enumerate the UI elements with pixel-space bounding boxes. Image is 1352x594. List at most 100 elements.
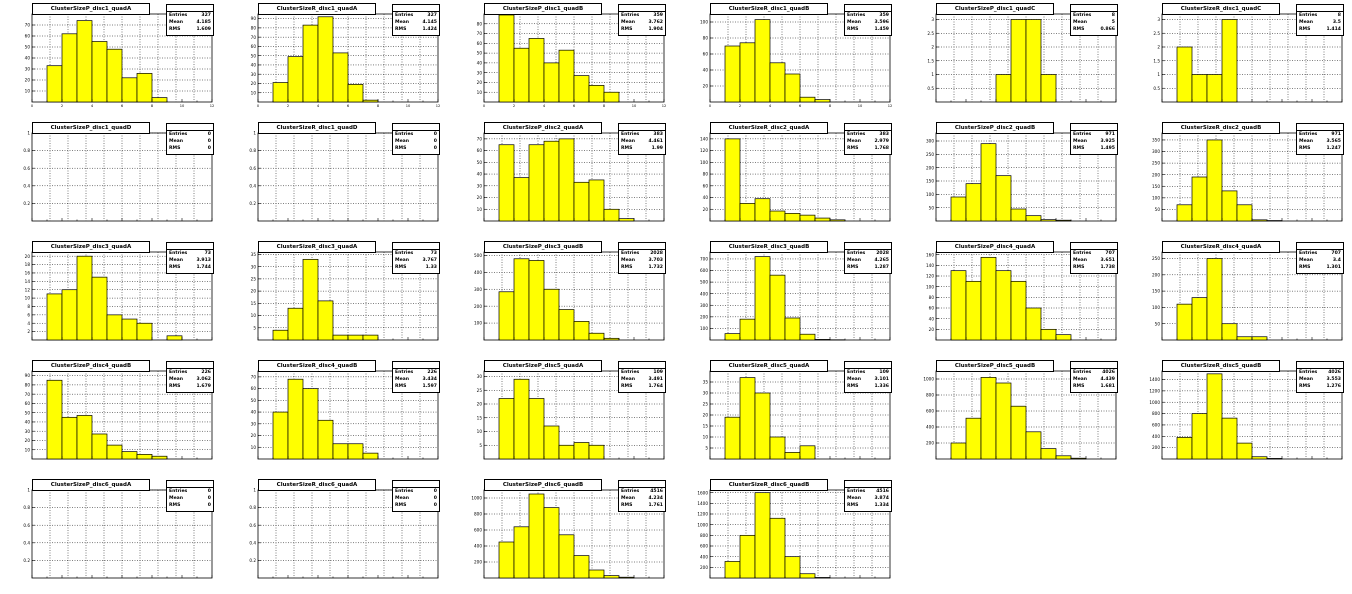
stats-value: 4026 [1102, 370, 1115, 375]
histogram-bar [739, 534, 756, 579]
stats-value: 3.062 [196, 377, 211, 382]
stats-row-entries: Entries 109 [845, 369, 891, 376]
stats-value: 3.767 [422, 258, 437, 263]
y-tick-label: 600 [700, 544, 708, 549]
stats-label: Mean [395, 377, 410, 382]
x-tick-label: 2 [739, 104, 741, 108]
histogram-bar [1025, 307, 1042, 341]
histogram-bar [573, 181, 590, 222]
histogram-title: ClusterSizeP_disc4_quadA [936, 241, 1054, 253]
stats-box: Entries 2028 Mean 4.265 RMS 1.287 [844, 242, 892, 274]
histogram-bar [754, 256, 771, 341]
histogram-bar [91, 41, 108, 103]
stats-label: RMS [1073, 146, 1085, 151]
stats-label: Mean [621, 139, 636, 144]
y-tick-label: 50 [251, 398, 257, 403]
y-tick-label: 40 [251, 410, 257, 415]
stats-value: 1.301 [1326, 265, 1341, 270]
histogram-pad: 5 10 15 20 25 30 35 ClusterSizeR_disc3_quadA Ent… [226, 238, 446, 354]
stats-label: Entries [621, 489, 640, 494]
y-tick-label: 0.6 [249, 523, 256, 528]
stats-value: 226 [201, 370, 211, 375]
stats-box: Entries 8 Mean 3.5 RMS 1.414 [1296, 4, 1344, 36]
histogram-bar [754, 198, 771, 222]
stats-label: RMS [621, 146, 633, 151]
histogram-bar [618, 218, 635, 222]
y-tick-label: 0.8 [23, 148, 30, 153]
stats-value: 1.33 [425, 265, 437, 270]
histogram-bar [1221, 19, 1238, 103]
stats-row-entries: Entries 0 [393, 131, 439, 138]
histogram-bar [784, 73, 801, 103]
stats-value: 1.609 [196, 27, 211, 32]
histogram-bar [603, 208, 620, 222]
stats-value: 1.679 [196, 384, 211, 389]
stats-row-mean: Mean 3.874 [845, 495, 891, 502]
stats-header [619, 124, 665, 131]
y-tick-label: 150 [1152, 184, 1160, 189]
stats-label: Mean [1073, 20, 1088, 25]
histogram-bar [799, 333, 816, 341]
stats-label: Mean [1299, 139, 1314, 144]
stats-label: RMS [169, 27, 181, 32]
histogram-bar [814, 217, 831, 222]
stats-value: 0 [207, 496, 211, 501]
y-tick-label: 15 [703, 424, 709, 429]
y-tick-label: 35 [703, 380, 709, 385]
y-tick-label: 2.5 [1153, 31, 1160, 36]
histogram-bar [1251, 456, 1268, 460]
stats-box: Entries 359 Mean 3.596 RMS 1.459 [844, 4, 892, 36]
histogram-bar [1236, 204, 1253, 222]
y-tick-label: 800 [926, 393, 934, 398]
stats-value: 1.414 [1326, 27, 1341, 32]
y-tick-label: 200 [474, 304, 482, 309]
y-tick-label: 0.2 [23, 201, 30, 206]
histogram-bar [618, 576, 635, 579]
histogram-bar [332, 334, 349, 341]
stats-label: Entries [395, 370, 414, 375]
histogram-pad: 50 100 150 200 250 300 350 ClusterSizeR_disc2_q… [1130, 119, 1350, 235]
histogram-title: ClusterSizeP_disc3_quadB [484, 241, 602, 253]
histogram-pad: 200 400 600 800 1000 ClusterSizeP_disc5_quadB… [904, 357, 1124, 473]
histogram-bar [814, 577, 831, 579]
stats-value: 359 [879, 13, 889, 18]
stats-row-entries: Entries 8 [1071, 12, 1117, 19]
stats-header [845, 5, 891, 12]
stats-label: RMS [847, 384, 859, 389]
stats-value: 1.744 [196, 265, 211, 270]
stats-label: RMS [395, 146, 407, 151]
y-tick-label: 30 [477, 70, 483, 75]
histogram-bar [995, 175, 1012, 222]
histogram-bar [1055, 334, 1072, 341]
y-tick-label: 150 [926, 179, 934, 184]
y-tick-label: 16 [25, 271, 31, 276]
y-tick-label: 50 [1155, 321, 1161, 326]
stats-row-entries: Entries 327 [393, 12, 439, 19]
y-tick-label: 1.5 [927, 58, 934, 63]
y-tick-label: 1 [253, 131, 256, 136]
stats-value: 226 [427, 370, 437, 375]
stats-row-mean: Mean 3.5 [1297, 19, 1343, 26]
histogram-bar [558, 309, 575, 341]
stats-row-mean: Mean 3.101 [845, 376, 891, 383]
stats-row-entries: Entries 2028 [619, 250, 665, 257]
stats-value: 1.681 [1100, 384, 1115, 389]
y-tick-label: 100 [1152, 305, 1160, 310]
stats-label: Mean [169, 20, 184, 25]
stats-value: 3.565 [1326, 139, 1341, 144]
histogram-bar [799, 214, 816, 222]
y-tick-label: 20 [251, 289, 257, 294]
stats-label: Entries [621, 132, 640, 137]
histogram-bar [1010, 19, 1027, 103]
stats-value: 1.761 [648, 503, 663, 508]
histogram-bar [272, 411, 289, 460]
histogram-bar [46, 379, 63, 460]
histogram-plot: 100 200 300 400 500 600 700 [700, 251, 891, 341]
y-tick-label: 80 [703, 36, 709, 41]
stats-value: 0 [207, 146, 211, 151]
x-tick-label: 6 [121, 104, 124, 108]
histogram-pad: 2 4 6 8 10 12 14 16 18 20 ClusterSizeP_disc3_quadA… [0, 238, 220, 354]
stats-box: Entries 0 Mean 0 RMS 0 [166, 480, 214, 512]
histogram-bar [543, 507, 560, 579]
stats-label: Entries [1299, 370, 1318, 375]
